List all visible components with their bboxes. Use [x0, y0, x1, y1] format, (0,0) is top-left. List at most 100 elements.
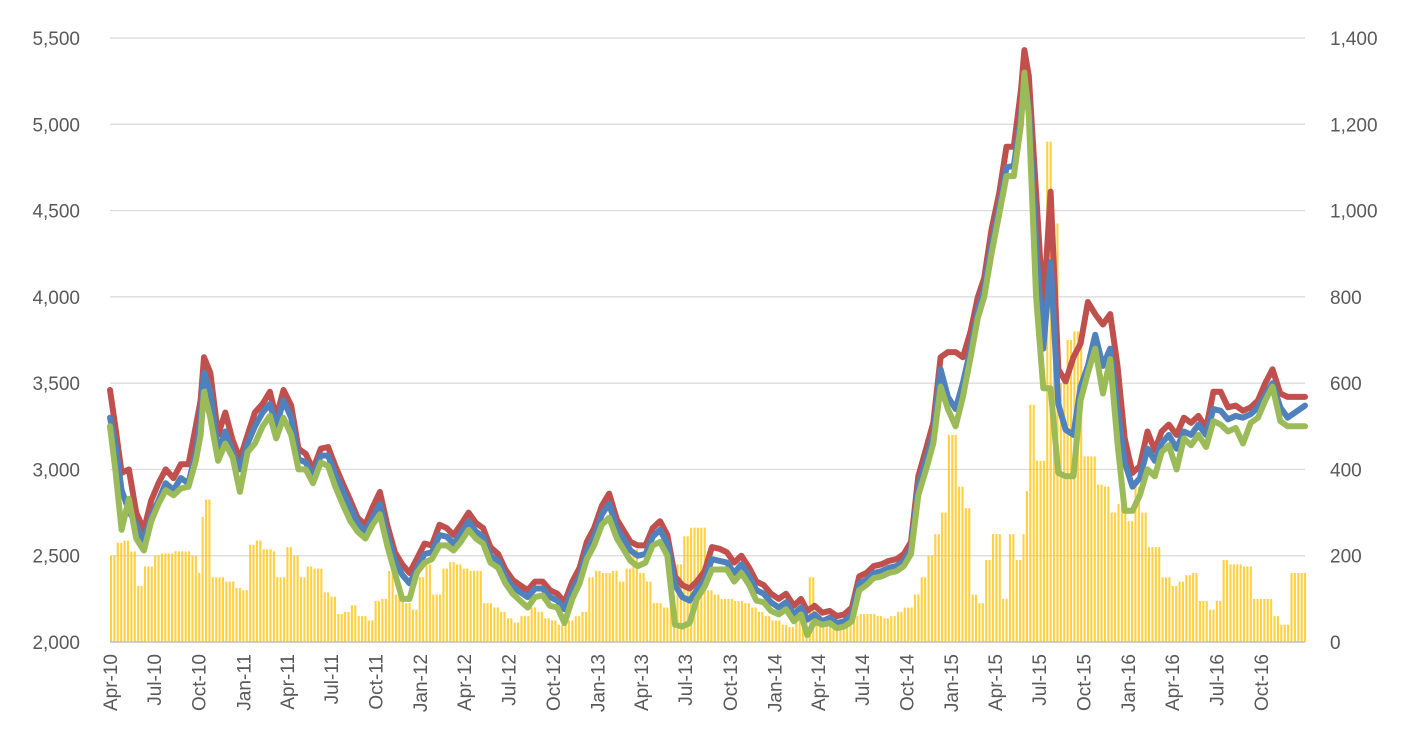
volume-bar — [1229, 564, 1232, 642]
volume-bar — [1147, 547, 1151, 642]
volume-bar — [469, 570, 472, 642]
y-right-tick: 800 — [1330, 288, 1362, 309]
volume-bar — [622, 581, 625, 642]
x-tick: Oct-13 — [721, 654, 742, 711]
volume-bar — [1015, 560, 1018, 642]
volume-bar — [927, 555, 930, 642]
volume-bar — [371, 620, 374, 642]
volume-bar — [1025, 491, 1028, 642]
volume-bar — [276, 577, 279, 642]
volume-bar — [503, 611, 506, 642]
volume-bar — [228, 581, 231, 642]
volume-bar — [1205, 601, 1208, 642]
volume-bar — [625, 568, 628, 642]
volume-bar — [781, 624, 784, 642]
volume-bar — [666, 607, 669, 642]
volume-bar — [557, 624, 560, 642]
volume-bar — [605, 572, 608, 642]
volume-bar — [160, 553, 163, 642]
volume-bar — [944, 512, 947, 642]
x-tick: Jan-15 — [942, 654, 963, 712]
volume-bar — [1246, 566, 1249, 642]
volume-bar — [1242, 566, 1246, 642]
y-left-tick: 3,000 — [32, 460, 80, 481]
bar-series — [110, 141, 1307, 643]
volume-bar — [1290, 572, 1293, 642]
volume-bar — [1304, 572, 1307, 642]
volume-bar — [1114, 512, 1117, 642]
volume-bar — [1093, 456, 1096, 642]
price-line-2 — [107, 78, 1308, 626]
volume-bar — [601, 572, 604, 642]
volume-bar — [1032, 404, 1035, 642]
x-tick: Jul-15 — [1030, 654, 1051, 706]
volume-bar — [344, 611, 347, 642]
volume-bar — [995, 534, 998, 642]
volume-bar — [832, 624, 835, 642]
volume-bar — [1195, 572, 1198, 642]
volume-bar — [639, 572, 642, 642]
volume-bar — [839, 620, 842, 642]
volume-bar — [628, 568, 632, 642]
volume-bar — [364, 616, 367, 642]
volume-bar — [249, 544, 252, 642]
volume-bar — [255, 540, 258, 642]
volume-bar — [126, 540, 130, 642]
volume-bar — [1263, 598, 1266, 642]
volume-bar — [1131, 521, 1134, 642]
volume-bar — [411, 609, 414, 642]
line-series — [107, 47, 1308, 639]
y-left-tick: 3,500 — [32, 374, 80, 395]
volume-bar — [710, 590, 713, 642]
volume-bar — [330, 596, 333, 642]
volume-bar — [771, 620, 774, 642]
volume-bar — [1144, 512, 1147, 642]
volume-bar — [401, 594, 404, 642]
volume-bar — [825, 620, 828, 642]
volume-bar — [1300, 572, 1303, 642]
volume-bar — [720, 598, 723, 642]
volume-bar — [635, 549, 638, 642]
y-left-tick-labels: 2,000 2,500 3,000 3,500 4,000 4,500 5,000 5,500 — [32, 29, 80, 654]
volume-bar — [842, 620, 845, 642]
price-line-3 — [107, 69, 1308, 639]
volume-bar — [1069, 340, 1073, 642]
x-tick: Apr-10 — [101, 654, 122, 711]
volume-bar — [886, 618, 889, 642]
volume-bar — [581, 611, 584, 642]
volume-bar — [649, 581, 652, 642]
volume-bar — [1287, 624, 1290, 642]
volume-bar — [815, 613, 818, 642]
volume-bar — [822, 620, 825, 642]
volume-bar — [479, 570, 482, 642]
volume-bar — [734, 601, 737, 642]
volume-bar — [472, 570, 476, 642]
volume-bar — [500, 611, 503, 642]
volume-bar — [554, 620, 557, 642]
x-tick: Oct-11 — [367, 654, 388, 710]
volume-bar — [361, 616, 364, 642]
x-tick: Apr-16 — [1163, 654, 1184, 711]
volume-bar — [1249, 566, 1252, 642]
volume-bar — [1019, 560, 1022, 642]
volume-bar — [534, 607, 537, 642]
volume-bar — [303, 577, 306, 642]
volume-bar — [1005, 598, 1008, 642]
volume-bar — [768, 616, 771, 642]
volume-bar — [506, 618, 509, 642]
y-right-tick: 200 — [1330, 547, 1362, 568]
volume-bar — [754, 607, 757, 642]
volume-bar — [150, 566, 153, 642]
volume-bar — [316, 568, 320, 642]
volume-bar — [1076, 331, 1079, 642]
volume-bar — [880, 616, 883, 642]
y-right-tick: 1,000 — [1330, 202, 1378, 223]
volume-bar — [171, 553, 174, 642]
volume-bar — [642, 572, 645, 642]
volume-bar — [1002, 598, 1005, 642]
volume-bar — [608, 572, 611, 642]
volume-bar — [1283, 624, 1286, 642]
volume-bar — [188, 551, 191, 642]
volume-bar — [235, 588, 238, 642]
volume-bar — [971, 594, 974, 642]
